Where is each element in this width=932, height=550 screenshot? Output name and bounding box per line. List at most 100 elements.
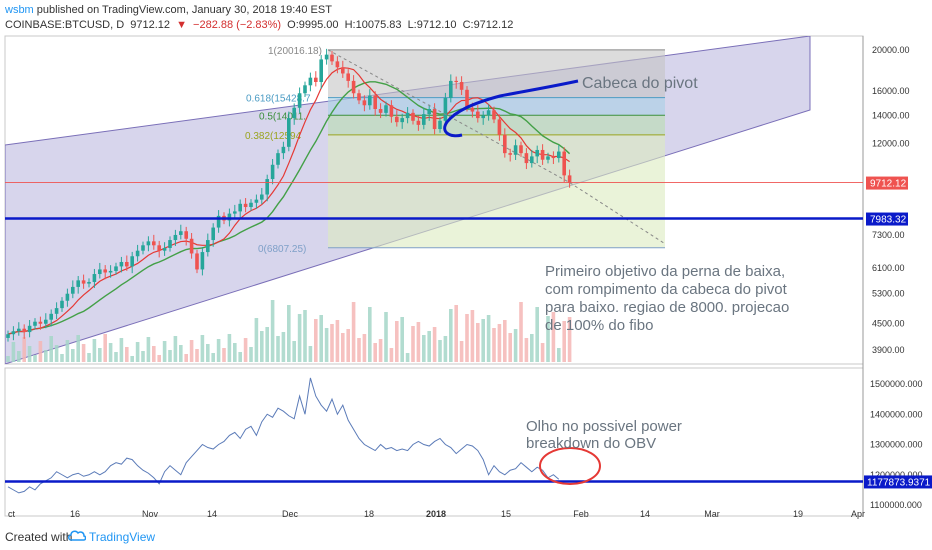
obv-tick: 1400000.000 xyxy=(870,409,923,419)
fib-level-label: 0.5(14011. xyxy=(259,111,306,122)
obv-tick: 1100000.000 xyxy=(870,500,922,510)
fib-level-label: 0.618(15428.7 xyxy=(246,94,311,105)
volume-bar xyxy=(395,321,399,362)
volume-bar xyxy=(265,327,269,362)
volume-bar xyxy=(81,344,86,362)
candle xyxy=(292,107,296,119)
time-tick: 15 xyxy=(501,509,511,519)
candle xyxy=(551,156,556,159)
volume-bar xyxy=(222,348,226,362)
candle xyxy=(454,80,458,82)
candle xyxy=(103,269,107,273)
author-link[interactable]: wsbm xyxy=(5,4,34,16)
volume-bar xyxy=(551,312,556,362)
volume-bar xyxy=(486,315,491,362)
projection-line xyxy=(327,49,666,245)
volume-bar xyxy=(449,309,453,362)
last-price-badge-text: 9712.12 xyxy=(870,179,907,190)
candle xyxy=(324,54,329,60)
volume-bar xyxy=(308,346,313,362)
candle xyxy=(422,114,426,125)
candle xyxy=(287,118,291,147)
candle xyxy=(416,120,421,125)
time-tick: 14 xyxy=(207,509,217,519)
candle xyxy=(373,95,377,110)
candle xyxy=(384,105,388,113)
price-tick: 12000.00 xyxy=(872,139,910,149)
volume-bar xyxy=(49,336,53,362)
volume-bar xyxy=(341,333,345,362)
candle xyxy=(492,110,496,120)
candle xyxy=(357,93,361,101)
last-price-badge xyxy=(866,176,908,190)
candle xyxy=(27,325,32,333)
volume-bar xyxy=(184,354,188,362)
candle xyxy=(227,213,232,221)
time-tick: 2018 xyxy=(426,509,446,519)
price-tick: 5300.00 xyxy=(872,289,905,299)
volume-bar xyxy=(389,348,394,362)
candle xyxy=(141,245,145,251)
created-with-label: Created with xyxy=(5,530,73,544)
candle xyxy=(71,286,75,294)
volume-bar xyxy=(508,333,512,362)
obv-line xyxy=(7,377,560,494)
candle xyxy=(449,80,453,98)
fib-level-label: 0.382(12594 xyxy=(245,131,302,142)
volume-bar xyxy=(562,321,566,362)
objective-annotation-2: com rompimento da cabeca do pivot xyxy=(545,281,788,298)
volume-bar xyxy=(427,331,431,362)
candle xyxy=(76,280,80,287)
open-value: O:9995.00 xyxy=(287,19,339,31)
candle xyxy=(465,89,469,108)
high-value: H:10075.83 xyxy=(344,19,402,31)
volume-bar xyxy=(11,342,16,362)
price-tick: 6100.00 xyxy=(872,263,905,273)
time-tick: 14 xyxy=(640,509,650,519)
candle xyxy=(378,109,383,113)
volume-bar xyxy=(540,343,545,362)
price-tick: 14000.00 xyxy=(872,110,910,120)
obv-annotation-2: breakdown do OBV xyxy=(526,435,656,452)
volume-bar xyxy=(27,346,32,362)
candle xyxy=(130,256,134,267)
volume-bar xyxy=(530,334,534,362)
volume-bar xyxy=(346,329,350,362)
chart-area[interactable]: 1(20016.18) 0.618(15428.7 0.5(14011. 0.382(… xyxy=(0,34,932,524)
volume-bar xyxy=(87,353,91,362)
candle xyxy=(173,234,178,241)
volume-bar xyxy=(368,307,372,362)
fib-zone xyxy=(328,49,665,98)
obv-tick: 1200000.000 xyxy=(870,470,923,480)
volume-bar xyxy=(535,307,539,362)
volume-bar xyxy=(135,342,140,362)
tradingview-brand[interactable]: TradingView xyxy=(89,530,156,544)
candle xyxy=(114,266,118,271)
volume-bar xyxy=(297,314,302,362)
candle xyxy=(211,227,215,241)
candle xyxy=(546,156,550,160)
obv-level-badge-text: 1177873.9371 xyxy=(867,477,931,488)
candle xyxy=(405,112,410,119)
volume-bar xyxy=(179,345,183,362)
volume-bar xyxy=(503,320,507,362)
volume-bar xyxy=(195,349,199,362)
candle xyxy=(87,281,91,284)
support-badge-text: 7983.32 xyxy=(870,215,907,226)
candle xyxy=(319,59,323,82)
candle xyxy=(567,175,572,183)
candle xyxy=(535,149,539,157)
fib-level-label: 0(6807.25) xyxy=(258,244,306,255)
chart-header: wsbm published on TradingView.com, Janua… xyxy=(0,0,932,34)
low-value: L:9712.10 xyxy=(407,19,457,31)
volume-bar xyxy=(33,355,37,362)
volume-bar xyxy=(519,302,523,362)
volume-bar xyxy=(71,349,75,362)
objective-annotation-4: de 100% do fibo xyxy=(545,317,653,334)
volume-bar xyxy=(38,341,43,362)
candle xyxy=(200,252,205,270)
objective-annotation-3: para baixo. regiao de 8000. projecao xyxy=(545,299,789,316)
volume-bar xyxy=(324,328,329,362)
candle xyxy=(152,241,156,246)
candle xyxy=(216,215,221,228)
